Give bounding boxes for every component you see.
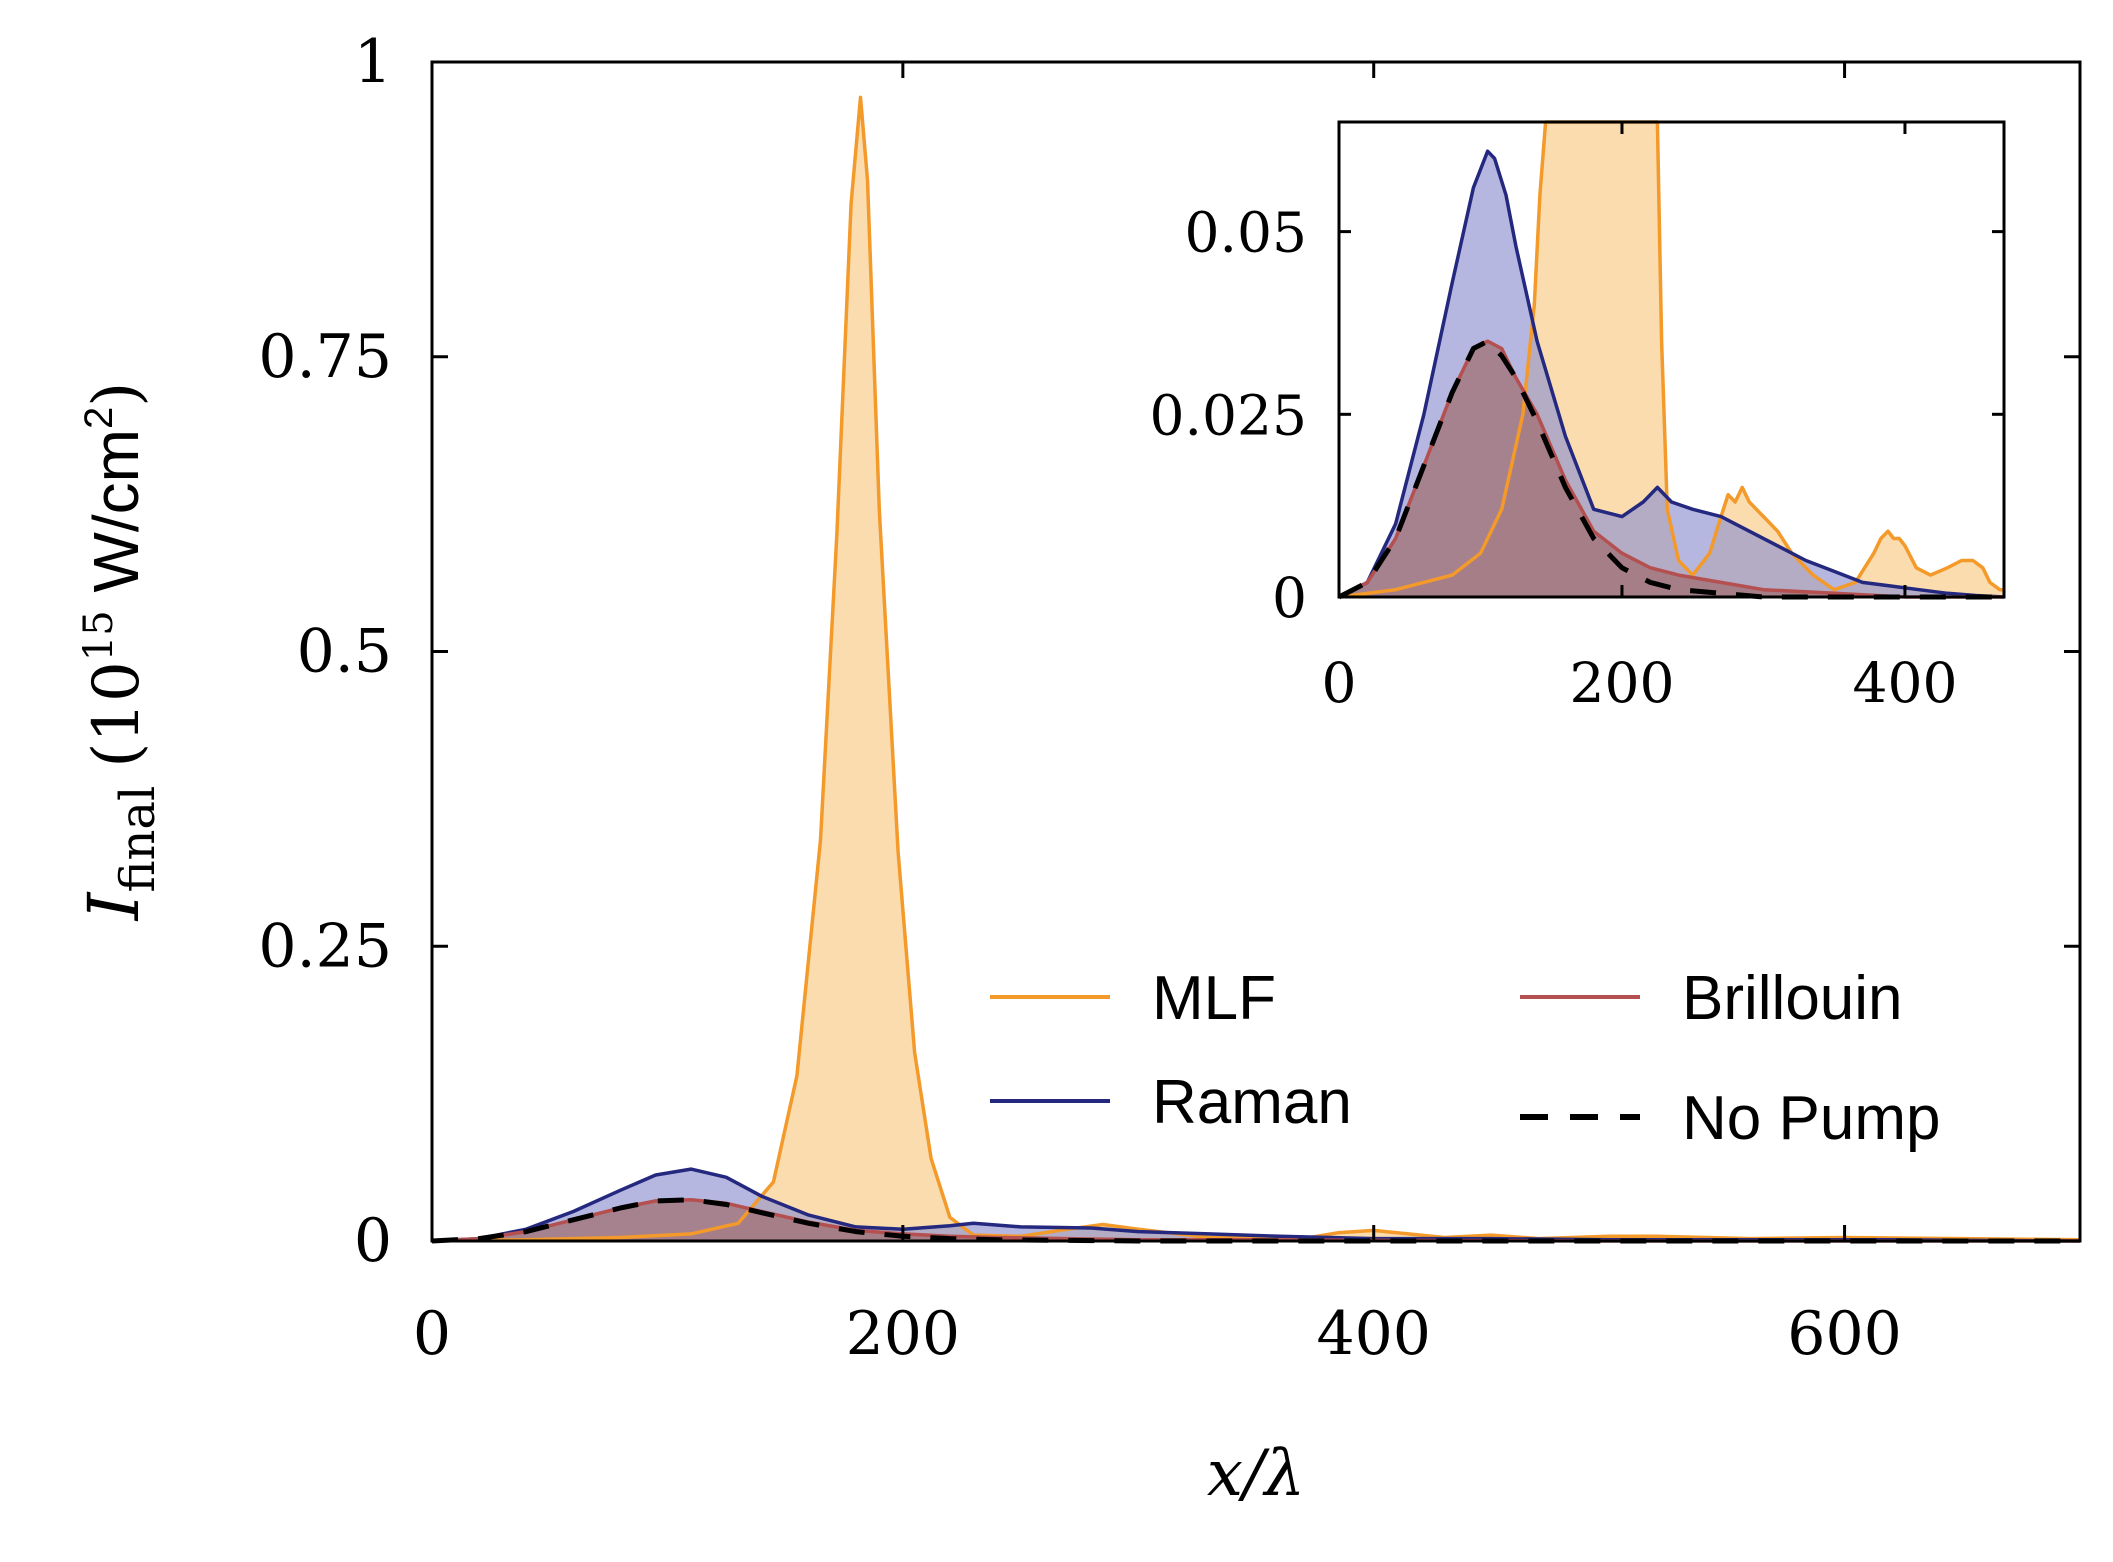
main-axes-group: 0 200 400 600 0 0.25 0.5 0.75 1 [258, 27, 2080, 1369]
main-x-tick-label-3: 600 [1787, 1299, 1902, 1369]
inset-x-tick-label-1: 200 [1569, 651, 1674, 715]
inset-line-mlf [1338, 120, 2004, 599]
legend-label-brillouin: Brillouin [1682, 964, 1903, 1033]
main-plot-frame [430, 60, 2082, 1243]
main-series-group [431, 95, 2081, 1244]
legend: MLF Raman Brillouin No Pump [990, 964, 1940, 1153]
inset-plot-frame [1337, 120, 2006, 599]
main-y-tick-label-4: 1 [354, 27, 392, 97]
inset-y-tick-label-0: 0 [1272, 566, 1307, 630]
main-x-tick-label-0: 0 [413, 1299, 451, 1369]
x-axis-title: x/λ [1207, 1437, 1305, 1511]
inset-line-brillouin [1338, 339, 2004, 599]
main-x-tick-label-1: 200 [846, 1299, 961, 1369]
inset-line-raman [1338, 149, 2005, 599]
inset-series-group [1337, 120, 2005, 600]
legend-label-no-pump: No Pump [1682, 1084, 1940, 1153]
legend-label-raman: Raman [1152, 1068, 1352, 1137]
legend-label-mlf: MLF [1152, 964, 1276, 1033]
main-x-tick-label-2: 400 [1316, 1299, 1431, 1369]
main-y-tick-label-1: 0.25 [258, 911, 392, 981]
inset-y-tick-label-1: 0.025 [1150, 383, 1307, 447]
inset-x-tick-label-2: 400 [1852, 651, 1957, 715]
main-y-tick-label-2: 0.5 [297, 617, 392, 687]
inset-line-no-pump [1337, 338, 2004, 600]
inset-y-tick-label-2: 0.05 [1185, 201, 1307, 265]
y-axis-title: Ifinal(1015 W/cm2) [73, 382, 166, 922]
inset-area-brillouin [1339, 341, 2004, 597]
inset-axes-group: 0 200 400 0 0.025 0.05 [1150, 122, 2004, 715]
main-line-no-pump [431, 1197, 2080, 1244]
main-y-tick-label-0: 0 [354, 1206, 392, 1276]
inset-x-tick-label-0: 0 [1322, 651, 1357, 715]
main-y-tick-label-3: 0.75 [258, 322, 392, 392]
